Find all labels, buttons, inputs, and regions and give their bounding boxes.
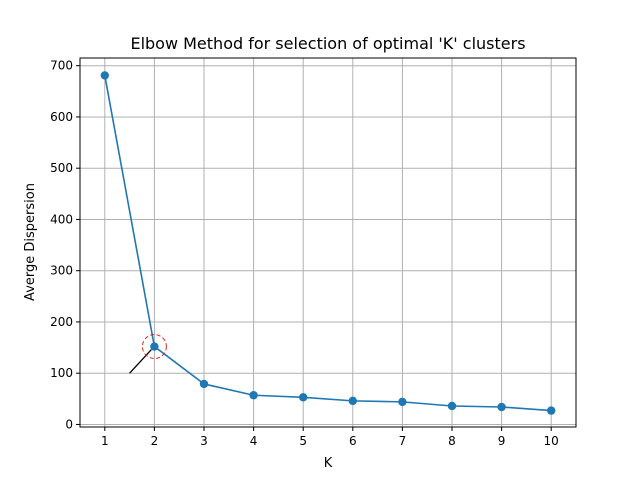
- x-axis-label: K: [324, 456, 333, 471]
- x-axis-ticks: 1 2 3 4 5 6 7 8 9 10: [101, 427, 559, 448]
- x-tick-label: 4: [250, 434, 258, 448]
- y-tick-label: 400: [50, 212, 73, 226]
- x-tick-label: 1: [101, 434, 109, 448]
- x-grid-lines: [104, 58, 552, 427]
- data-point: [348, 396, 357, 406]
- y-tick-label: 100: [50, 366, 73, 380]
- x-tick-label: 2: [151, 434, 159, 448]
- x-tick-label: 8: [448, 434, 456, 448]
- chart-title: Elbow Method for selection of optimal 'K…: [130, 34, 525, 53]
- data-point: [199, 379, 209, 389]
- data-point: [150, 342, 159, 351]
- x-tick-label: 6: [349, 434, 357, 448]
- x-tick-label: 10: [544, 434, 559, 448]
- elbow-highlight-circle: [141, 334, 167, 360]
- y-axis-ticks: 0 100 200 300 400 500 600 700: [50, 59, 80, 431]
- x-tick-label: 9: [498, 434, 506, 448]
- elbow-annotation: [129, 334, 167, 374]
- x-tick-label: 3: [200, 434, 208, 448]
- y-axis-label: Averge Dispersion: [23, 183, 38, 301]
- y-tick-label: 600: [50, 110, 73, 124]
- plot-frame: [79, 57, 577, 428]
- annotation-arrow: [129, 349, 152, 374]
- series-line: [104, 75, 552, 412]
- data-point: [398, 397, 407, 407]
- data-point: [447, 401, 457, 411]
- data-point: [547, 406, 556, 415]
- data-point: [497, 402, 506, 412]
- data-point: [100, 71, 110, 80]
- x-tick-label: 7: [399, 434, 407, 448]
- data-point: [249, 391, 258, 400]
- y-tick-label: 200: [50, 315, 73, 329]
- y-tick-label: 500: [50, 161, 73, 175]
- x-tick-label: 5: [299, 434, 307, 448]
- data-point: [299, 393, 308, 402]
- y-grid-lines: [80, 65, 576, 425]
- y-tick-label: 0: [65, 417, 73, 431]
- y-tick-label: 300: [50, 264, 73, 278]
- y-tick-label: 700: [50, 59, 73, 73]
- plot-area-background: [80, 58, 576, 427]
- series-dispersion: [100, 71, 556, 415]
